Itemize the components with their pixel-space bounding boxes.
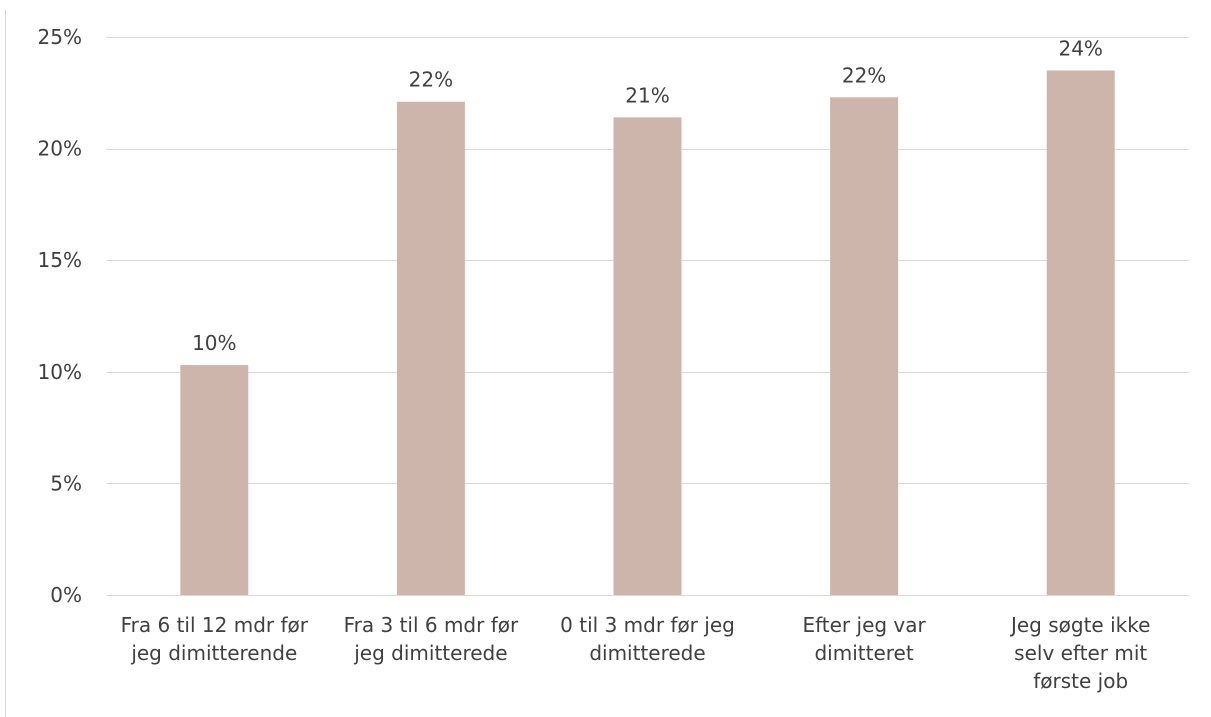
category-label-line: Jeg søgte ikke [1009, 613, 1150, 637]
x-axis-category-labels: Fra 6 til 12 mdr før jeg dimitterendeFra … [121, 613, 1151, 693]
data-label: 22% [409, 68, 453, 92]
category-label-line: jeg dimitterede [353, 641, 507, 665]
category-label-line: jeg dimitterende [130, 641, 297, 665]
bar [180, 365, 249, 595]
y-tick-label: 25% [38, 25, 82, 49]
data-label: 21% [625, 83, 669, 107]
category-label: Fra 6 til 12 mdr før jeg dimitterende [121, 613, 309, 665]
y-tick-label: 20% [38, 137, 82, 161]
category-label-line: dimitterede [589, 641, 705, 665]
data-label: 22% [842, 63, 886, 87]
bar [1046, 70, 1115, 596]
category-label-line: selv efter mit [1014, 641, 1147, 665]
y-tick-label: 15% [38, 248, 82, 272]
y-tick-label: 5% [50, 471, 82, 495]
category-label-line: 0 til 3 mdr før jeg [560, 613, 735, 637]
data-labels: 10% 22% 21% 22% 24% [192, 36, 1103, 355]
bar [613, 117, 682, 596]
category-label: Jeg søgte ikke selv efter mit første job [1009, 613, 1150, 693]
category-label-line: første job [1033, 669, 1128, 693]
category-label: Fra 3 til 6 mdr før jeg dimitterede [344, 613, 519, 665]
bar [830, 97, 899, 595]
data-label: 24% [1058, 36, 1102, 60]
bar [396, 101, 465, 595]
category-label: Efter jeg var dimitteret [802, 613, 926, 665]
y-axis-tick-labels: 0% 5% 10% 15% 20% 25% [38, 25, 82, 607]
y-tick-label: 0% [50, 583, 82, 607]
category-label-line: Efter jeg var [802, 613, 926, 637]
category-label-line: Fra 3 til 6 mdr før [344, 613, 519, 637]
bars [180, 70, 1115, 596]
y-tick-label: 10% [38, 360, 82, 384]
category-label: 0 til 3 mdr før jeg dimitterede [560, 613, 735, 665]
data-label: 10% [192, 331, 236, 355]
category-label-line: Fra 6 til 12 mdr før [121, 613, 309, 637]
category-label-line: dimitteret [814, 641, 913, 665]
